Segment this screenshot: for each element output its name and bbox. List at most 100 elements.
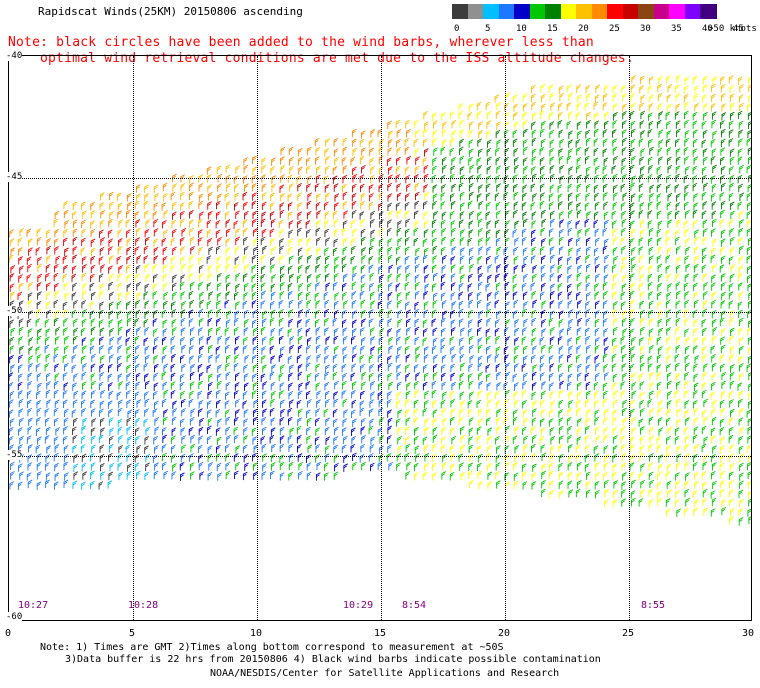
wind-barb xyxy=(279,416,285,426)
wind-barb xyxy=(675,236,680,246)
wind-barb xyxy=(180,427,186,436)
wind-barb xyxy=(450,463,455,472)
wind-barb xyxy=(621,157,627,166)
wind-barb xyxy=(631,75,637,84)
wind-barb xyxy=(595,237,600,246)
wind-barb xyxy=(693,291,699,301)
wind-barb xyxy=(648,336,653,345)
wind-barb xyxy=(225,247,231,256)
wind-barb xyxy=(621,283,627,292)
wind-barb xyxy=(558,246,564,255)
wind-barb xyxy=(270,237,275,247)
wind-barb xyxy=(27,263,32,273)
wind-barb xyxy=(63,445,69,454)
wind-barb xyxy=(603,157,609,166)
wind-barb xyxy=(431,283,437,292)
wind-barb xyxy=(531,371,537,381)
wind-barb xyxy=(422,138,428,147)
wind-barb xyxy=(163,389,169,399)
wind-barb xyxy=(737,236,743,246)
wind-barb xyxy=(441,426,447,436)
wind-barb xyxy=(27,425,33,435)
wind-barb xyxy=(369,282,374,292)
wind-barb xyxy=(261,336,267,345)
wind-barb xyxy=(693,273,699,282)
wind-barb xyxy=(467,237,473,247)
color-swatch xyxy=(483,4,500,19)
wind-barb xyxy=(441,211,447,220)
wind-barb xyxy=(468,319,473,328)
gridline-lon-15 xyxy=(381,56,382,620)
wind-barb xyxy=(217,173,223,183)
wind-barb xyxy=(675,138,680,147)
wind-barb xyxy=(657,92,663,102)
wind-barb xyxy=(450,363,456,373)
wind-barb xyxy=(280,346,285,355)
wind-barb xyxy=(541,480,546,489)
wind-barb xyxy=(36,453,42,462)
wind-barb xyxy=(72,399,78,408)
wind-barb xyxy=(54,472,60,481)
wind-barb xyxy=(206,219,212,229)
wind-barb xyxy=(368,184,374,193)
wind-barb xyxy=(658,346,663,355)
wind-barb xyxy=(406,327,411,336)
wind-barb xyxy=(53,317,59,327)
wind-barb xyxy=(595,337,600,346)
wind-barb xyxy=(18,274,23,283)
wind-barb xyxy=(117,210,122,219)
wind-barb xyxy=(604,488,609,498)
wind-barb xyxy=(693,426,699,435)
wind-barb xyxy=(217,418,222,427)
wind-barb xyxy=(377,128,383,138)
wind-barb xyxy=(541,381,547,390)
wind-barb xyxy=(172,183,178,192)
wind-barb xyxy=(325,364,330,373)
wind-barb xyxy=(333,444,338,454)
wind-barb xyxy=(325,192,330,202)
wind-barb xyxy=(162,273,168,282)
wind-barb xyxy=(577,229,583,238)
wind-barb xyxy=(406,382,411,391)
wind-barb xyxy=(711,381,716,391)
wind-barb xyxy=(549,111,554,121)
wind-barb xyxy=(287,202,293,211)
wind-barb xyxy=(116,300,122,310)
wind-barb xyxy=(469,121,474,130)
wind-barb xyxy=(693,507,698,516)
wind-barb xyxy=(361,337,366,346)
wind-barb xyxy=(656,183,662,193)
wind-barb xyxy=(432,245,438,255)
wind-barb xyxy=(188,427,194,436)
wind-barb xyxy=(269,317,275,327)
wind-barb xyxy=(324,308,330,318)
wind-barb xyxy=(118,265,123,274)
wind-barb xyxy=(315,174,321,184)
wind-barb xyxy=(684,371,690,381)
wind-barb xyxy=(667,390,672,400)
wind-barb xyxy=(406,128,411,138)
gridline-lon-25 xyxy=(629,56,630,620)
wind-barb xyxy=(477,344,483,354)
wind-barb xyxy=(639,317,645,327)
wind-barb xyxy=(559,380,565,390)
wind-barb xyxy=(9,390,15,400)
wind-barb xyxy=(477,355,483,364)
wind-barb xyxy=(629,299,635,309)
wind-barb xyxy=(71,364,77,373)
wind-barb xyxy=(153,238,159,247)
wind-barb xyxy=(91,247,96,256)
wind-barb xyxy=(567,407,573,417)
wind-barb xyxy=(631,128,636,138)
wind-barb xyxy=(405,237,410,246)
wind-barb xyxy=(728,434,734,444)
wind-barb xyxy=(144,327,150,336)
wind-barb xyxy=(684,119,689,129)
wind-barb xyxy=(199,299,205,309)
wind-barb xyxy=(324,264,330,273)
wind-barb xyxy=(415,372,421,381)
wind-barb xyxy=(711,183,717,193)
wind-barb xyxy=(414,200,420,210)
wind-barb xyxy=(595,372,600,382)
wind-barb xyxy=(314,436,320,445)
